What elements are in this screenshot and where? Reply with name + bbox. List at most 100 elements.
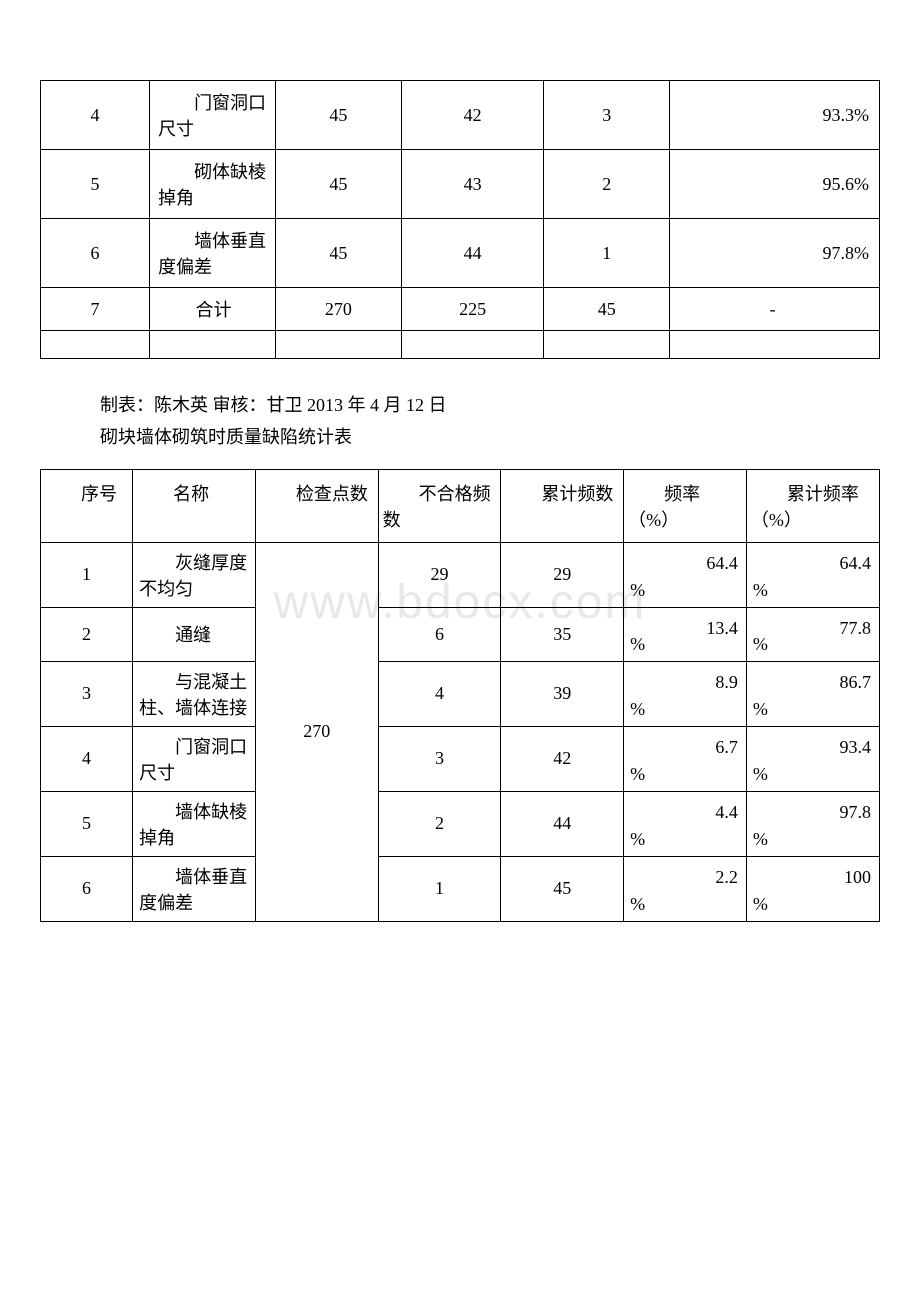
empty-cell [401, 331, 544, 359]
cumfreq-value: 86.7 [840, 672, 872, 692]
cell-c3: 45 [275, 81, 401, 150]
freq-value: 8.9 [715, 672, 738, 692]
table-defects: 序号 名称 检查点数 不合格频数 累计频数 频率（%） 累计频率（%） 1 灰缝… [40, 469, 880, 922]
cell-c4: 225 [401, 288, 544, 331]
cell-cumul: 39 [501, 661, 624, 726]
cumfreq-value: 93.4 [840, 737, 872, 757]
header-name: 名称 [133, 469, 256, 542]
cell-seq: 6 [41, 856, 133, 921]
cell-freq: 2.2% [624, 856, 747, 921]
cell-cumfreq: 100% [746, 856, 879, 921]
cell-name: 与混凝土柱、墙体连接 [133, 661, 256, 726]
pct-sign: % [753, 699, 768, 720]
table-summary: 4 门窗洞口尺寸 45 42 3 93.3% 5 砌体缺棱掉角 45 43 2 … [40, 80, 880, 359]
cell-fail: 6 [378, 607, 501, 661]
freq-value: 4.4 [715, 802, 738, 822]
cell-name: 砌体缺棱掉角 [150, 150, 276, 219]
pct-sign: % [753, 894, 768, 915]
cell-cumfreq: 86.7% [746, 661, 879, 726]
header-cumul: 累计频数 [501, 469, 624, 542]
cell-fail: 3 [378, 726, 501, 791]
table-row: 5 墙体缺棱掉角 2 44 4.4% 97.8% [41, 791, 880, 856]
cell-seq: 7 [41, 288, 150, 331]
table-row: 5 砌体缺棱掉角 45 43 2 95.6% [41, 150, 880, 219]
cell-fail: 1 [378, 856, 501, 921]
cell-seq: 2 [41, 607, 133, 661]
cell-freq: 6.7% [624, 726, 747, 791]
table-row: 2 通缝 6 35 13.4% 77.8% [41, 607, 880, 661]
meta-info-block: 制表：陈木英 审核：甘卫 2013 年 4 月 12 日 砌块墙体砌筑时质量缺陷… [40, 389, 880, 454]
pct-sign: % [753, 634, 768, 655]
cell-cumfreq: 93.4% [746, 726, 879, 791]
table-row: 3 与混凝土柱、墙体连接 4 39 8.9% 86.7% [41, 661, 880, 726]
cell-name: 墙体缺棱掉角 [133, 791, 256, 856]
pct-sign: % [630, 764, 645, 785]
cell-cumul: 45 [501, 856, 624, 921]
table2-title: 砌块墙体砌筑时质量缺陷统计表 [100, 421, 880, 453]
pct-sign: % [753, 580, 768, 601]
cell-c6: 97.8% [670, 219, 880, 288]
table-row: 4 门窗洞口尺寸 3 42 6.7% 93.4% [41, 726, 880, 791]
cell-c4: 42 [401, 81, 544, 150]
cumfreq-value: 97.8 [840, 802, 872, 822]
cell-name: 合计 [150, 288, 276, 331]
pct-sign: % [630, 580, 645, 601]
cell-seq: 6 [41, 219, 150, 288]
cell-cumul: 29 [501, 542, 624, 607]
page-content: 4 门窗洞口尺寸 45 42 3 93.3% 5 砌体缺棱掉角 45 43 2 … [40, 80, 880, 922]
table-row: 4 门窗洞口尺寸 45 42 3 93.3% [41, 81, 880, 150]
empty-cell [150, 331, 276, 359]
pct-sign: % [630, 894, 645, 915]
cell-name: 墙体垂直度偏差 [133, 856, 256, 921]
meta-line: 制表：陈木英 审核：甘卫 2013 年 4 月 12 日 [100, 389, 880, 421]
cell-freq: 8.9% [624, 661, 747, 726]
header-freq: 频率（%） [624, 469, 747, 542]
cell-fail: 2 [378, 791, 501, 856]
cell-cumfreq: 97.8% [746, 791, 879, 856]
pct-sign: % [753, 764, 768, 785]
empty-cell [41, 331, 150, 359]
cell-c4: 43 [401, 150, 544, 219]
cell-fail: 4 [378, 661, 501, 726]
cell-c3: 45 [275, 150, 401, 219]
pct-sign: % [630, 699, 645, 720]
table-row: 1 灰缝厚度不均匀 270 29 29 64.4% 64.4% [41, 542, 880, 607]
cell-seq: 4 [41, 726, 133, 791]
cell-cumfreq: 64.4% [746, 542, 879, 607]
cell-seq: 4 [41, 81, 150, 150]
empty-cell [544, 331, 670, 359]
pct-sign: % [753, 829, 768, 850]
cell-cumul: 42 [501, 726, 624, 791]
cell-name: 门窗洞口尺寸 [133, 726, 256, 791]
cumfreq-value: 100 [844, 867, 871, 887]
cell-c6: 95.6% [670, 150, 880, 219]
cell-c3: 45 [275, 219, 401, 288]
cell-freq: 4.4% [624, 791, 747, 856]
cell-c5: 3 [544, 81, 670, 150]
empty-cell [670, 331, 880, 359]
cell-seq: 5 [41, 791, 133, 856]
cell-c4: 44 [401, 219, 544, 288]
cell-name: 灰缝厚度不均匀 [133, 542, 256, 607]
freq-value: 64.4 [706, 553, 738, 573]
cumfreq-value: 64.4 [840, 553, 872, 573]
cell-check-merged: 270 [255, 542, 378, 921]
cell-c6: 93.3% [670, 81, 880, 150]
cell-name: 通缝 [133, 607, 256, 661]
cell-c5: 45 [544, 288, 670, 331]
cell-fail: 29 [378, 542, 501, 607]
cell-cumfreq: 77.8% [746, 607, 879, 661]
cell-freq: 13.4% [624, 607, 747, 661]
header-cumfreq: 累计频率（%） [746, 469, 879, 542]
cell-c5: 2 [544, 150, 670, 219]
pct-sign: % [630, 829, 645, 850]
freq-value: 2.2 [715, 867, 738, 887]
pct-sign: % [630, 634, 645, 655]
header-check: 检查点数 [255, 469, 378, 542]
table-row-total: 7 合计 270 225 45 - [41, 288, 880, 331]
empty-cell [275, 331, 401, 359]
table-row-empty [41, 331, 880, 359]
cell-freq: 64.4% [624, 542, 747, 607]
cell-c6: - [670, 288, 880, 331]
cell-name: 门窗洞口尺寸 [150, 81, 276, 150]
